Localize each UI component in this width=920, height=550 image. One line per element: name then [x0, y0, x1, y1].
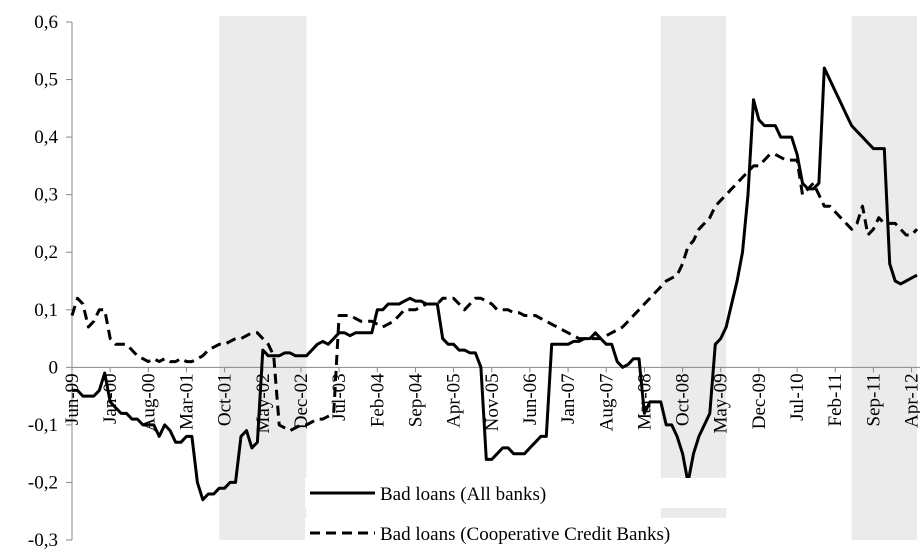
x-tick-label: Oct-01 [215, 373, 236, 426]
y-tick-label: 0,6 [34, 12, 58, 33]
series-line [70, 152, 919, 433]
x-tick-label: May-09 [711, 373, 732, 433]
x-tick-label: Jan-07 [558, 373, 579, 424]
shaded-period [219, 16, 307, 540]
x-tick-label: Apr-05 [444, 373, 465, 428]
x-tick-label: Mar-08 [634, 373, 655, 430]
y-tick-label: 0 [49, 357, 59, 378]
series-line [72, 66, 918, 502]
y-tick-label: 0,3 [34, 185, 58, 206]
x-tick-label: Oct-08 [673, 373, 694, 426]
y-tick-label: -0,2 [28, 472, 58, 493]
y-tick-label: 0,4 [34, 127, 58, 148]
x-tick-label: Jun-99 [62, 373, 83, 425]
y-tick-label: -0,3 [28, 530, 58, 550]
x-tick-label: Sep-04 [405, 373, 426, 427]
x-tick-label: Aug-00 [138, 373, 159, 431]
x-tick-label: Jul-03 [329, 373, 350, 421]
legend-label: Bad loans (Cooperative Credit Banks) [380, 524, 670, 545]
x-tick-label: Jul-10 [787, 373, 808, 421]
x-tick-label: May-02 [253, 373, 274, 433]
y-tick-label: 0,5 [34, 70, 58, 91]
x-tick-label: Apr-12 [902, 373, 920, 428]
y-tick-label: -0,1 [28, 415, 58, 436]
x-tick-label: Jun-06 [520, 373, 541, 425]
legend-bg [305, 518, 775, 548]
y-tick-label: 0,1 [34, 300, 58, 321]
x-tick-label: Aug-07 [596, 373, 617, 431]
shaded-period [851, 16, 917, 540]
x-tick-label: Sep-11 [863, 373, 884, 426]
legend-bg [305, 478, 775, 508]
legend-label: Bad loans (All banks) [380, 484, 546, 505]
x-tick-label: Mar-01 [176, 373, 197, 430]
x-tick-label: Dec-09 [749, 373, 770, 429]
x-tick-label: Nov-05 [482, 373, 503, 431]
x-tick-label: Dec-02 [291, 373, 312, 429]
y-tick-label: 0,2 [34, 242, 58, 263]
x-tick-label: Feb-11 [825, 373, 846, 426]
x-tick-label: Feb-04 [367, 373, 388, 427]
